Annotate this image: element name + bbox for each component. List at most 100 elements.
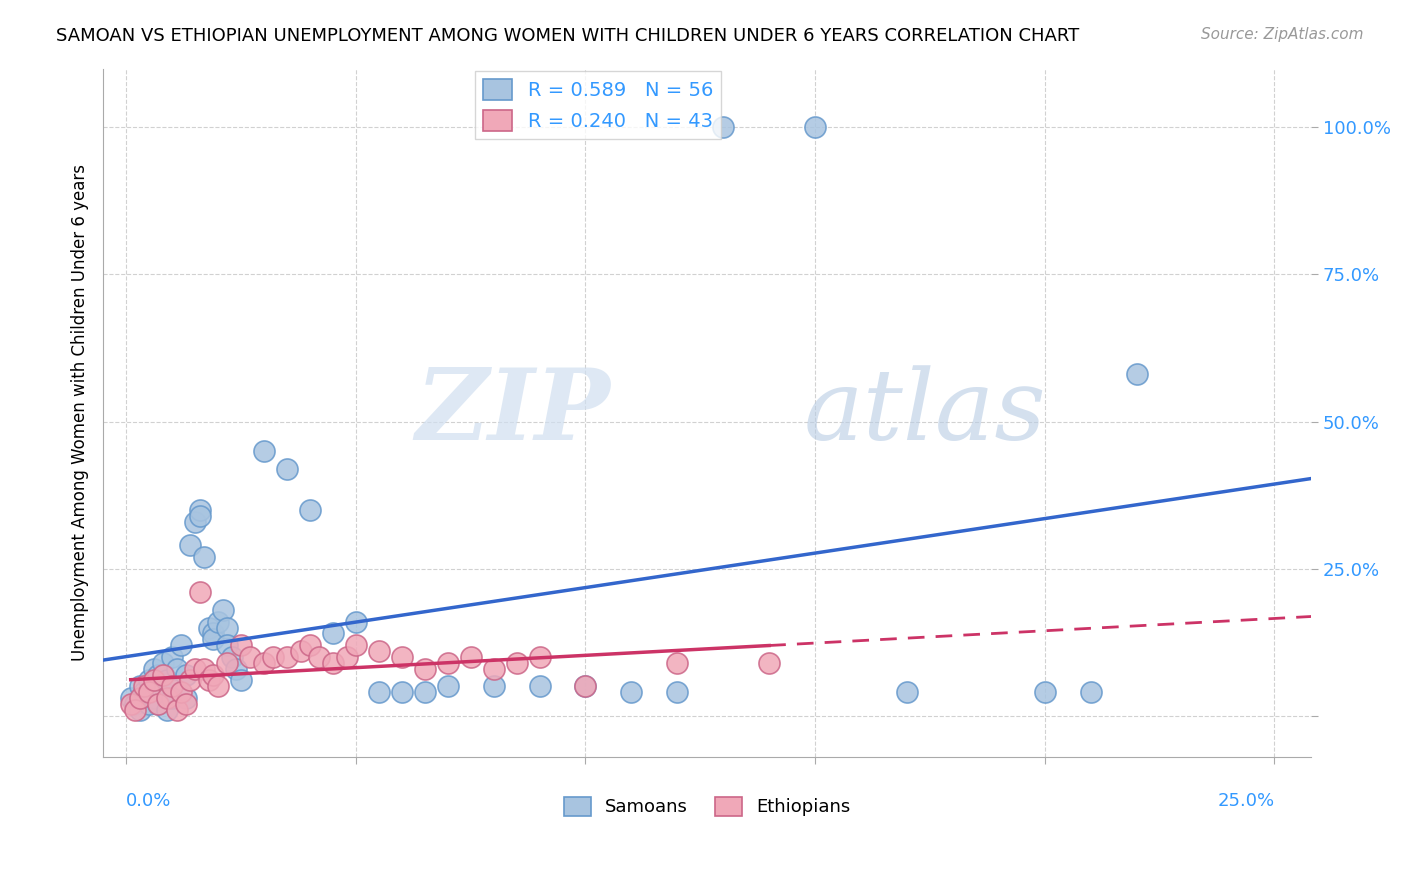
Point	[896, 685, 918, 699]
Point	[529, 649, 551, 664]
Point	[152, 685, 174, 699]
Text: atlas: atlas	[804, 365, 1046, 460]
Point	[505, 656, 527, 670]
Point	[322, 656, 344, 670]
Point	[152, 667, 174, 681]
Point	[166, 703, 188, 717]
Point	[160, 649, 183, 664]
Point	[148, 697, 170, 711]
Point	[308, 649, 330, 664]
Point	[253, 444, 276, 458]
Point	[298, 503, 321, 517]
Legend: Samoans, Ethiopians: Samoans, Ethiopians	[557, 789, 858, 823]
Point	[711, 120, 734, 135]
Point	[225, 662, 247, 676]
Point	[574, 679, 596, 693]
Point	[344, 638, 367, 652]
Point	[174, 697, 197, 711]
Point	[413, 685, 436, 699]
Point	[758, 656, 780, 670]
Point	[156, 703, 179, 717]
Point	[174, 691, 197, 706]
Point	[482, 679, 505, 693]
Point	[202, 632, 225, 647]
Point	[202, 667, 225, 681]
Point	[298, 638, 321, 652]
Point	[120, 697, 142, 711]
Point	[367, 685, 389, 699]
Point	[138, 685, 160, 699]
Point	[138, 673, 160, 688]
Point	[193, 549, 215, 564]
Point	[436, 656, 458, 670]
Point	[239, 649, 262, 664]
Point	[202, 626, 225, 640]
Text: 0.0%: 0.0%	[127, 792, 172, 810]
Point	[391, 685, 413, 699]
Point	[156, 691, 179, 706]
Point	[148, 697, 170, 711]
Point	[804, 120, 827, 135]
Point	[138, 697, 160, 711]
Point	[529, 679, 551, 693]
Point	[120, 691, 142, 706]
Point	[128, 679, 150, 693]
Point	[170, 685, 193, 699]
Point	[170, 638, 193, 652]
Point	[179, 538, 201, 552]
Point	[1080, 685, 1102, 699]
Point	[229, 638, 252, 652]
Point	[193, 662, 215, 676]
Point	[166, 662, 188, 676]
Point	[188, 585, 211, 599]
Point	[391, 649, 413, 664]
Text: Source: ZipAtlas.com: Source: ZipAtlas.com	[1201, 27, 1364, 42]
Point	[156, 673, 179, 688]
Point	[207, 679, 229, 693]
Point	[128, 703, 150, 717]
Point	[460, 649, 482, 664]
Point	[134, 679, 156, 693]
Point	[142, 691, 165, 706]
Text: SAMOAN VS ETHIOPIAN UNEMPLOYMENT AMONG WOMEN WITH CHILDREN UNDER 6 YEARS CORRELA: SAMOAN VS ETHIOPIAN UNEMPLOYMENT AMONG W…	[56, 27, 1080, 45]
Point	[436, 679, 458, 693]
Point	[188, 503, 211, 517]
Point	[276, 649, 298, 664]
Point	[211, 603, 233, 617]
Text: 25.0%: 25.0%	[1218, 792, 1274, 810]
Point	[290, 644, 312, 658]
Point	[262, 649, 284, 664]
Point	[574, 679, 596, 693]
Point	[217, 638, 239, 652]
Point	[221, 649, 243, 664]
Point	[336, 649, 359, 664]
Point	[413, 662, 436, 676]
Point	[1033, 685, 1056, 699]
Point	[253, 656, 276, 670]
Point	[124, 697, 146, 711]
Point	[152, 656, 174, 670]
Point	[276, 461, 298, 475]
Point	[188, 508, 211, 523]
Point	[160, 691, 183, 706]
Point	[148, 667, 170, 681]
Y-axis label: Unemployment Among Women with Children Under 6 years: Unemployment Among Women with Children U…	[72, 164, 89, 661]
Point	[197, 673, 219, 688]
Point	[217, 656, 239, 670]
Point	[229, 673, 252, 688]
Point	[482, 662, 505, 676]
Point	[134, 685, 156, 699]
Point	[1125, 368, 1147, 382]
Point	[666, 685, 689, 699]
Point	[142, 673, 165, 688]
Point	[184, 662, 207, 676]
Point	[217, 620, 239, 634]
Point	[142, 662, 165, 676]
Point	[160, 679, 183, 693]
Point	[124, 703, 146, 717]
Point	[207, 615, 229, 629]
Point	[179, 673, 201, 688]
Point	[184, 515, 207, 529]
Point	[322, 626, 344, 640]
Point	[197, 620, 219, 634]
